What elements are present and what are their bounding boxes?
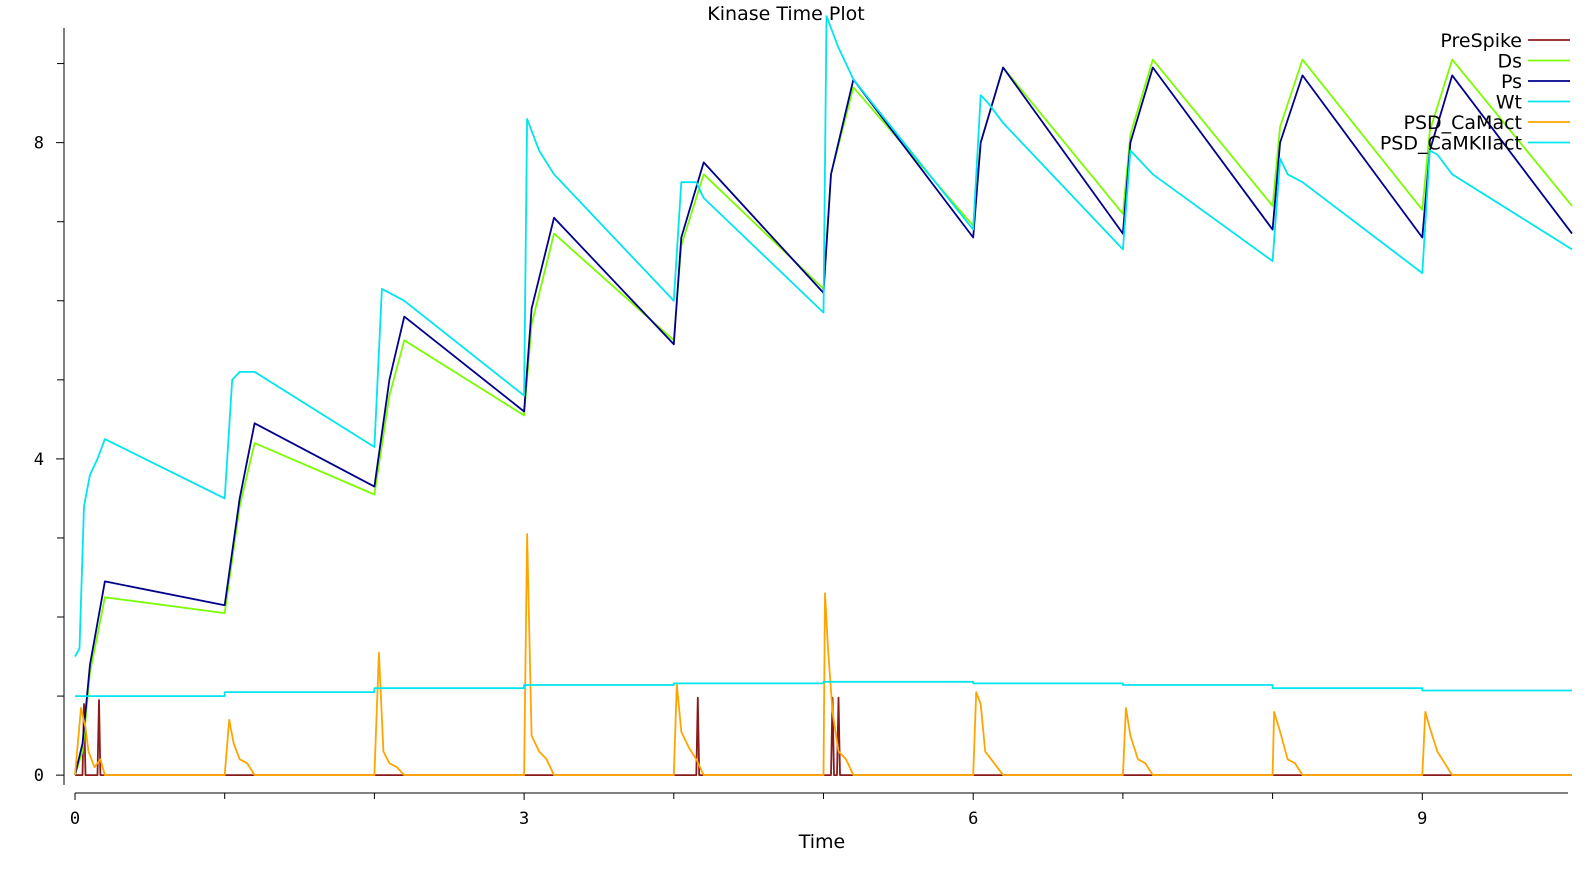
x-tick-label: 6 xyxy=(968,809,978,829)
series-line-psd-camact xyxy=(74,533,1572,776)
legend-label-ps: Ps xyxy=(1501,71,1522,93)
x-ticks: 0 3 6 9 xyxy=(70,793,1427,829)
legend-label-wt: Wt xyxy=(1496,92,1522,114)
legend-label-psd-camkiiact: PSD_CaMKIIact xyxy=(1380,133,1522,155)
series-line-ps xyxy=(74,66,1573,776)
legend-label-psd-camact: PSD_CaMact xyxy=(1404,112,1523,134)
x-tick-label: 9 xyxy=(1417,809,1427,829)
chart-title: Kinase Time Plot xyxy=(707,3,864,25)
y-ticks: 0 4 8 xyxy=(34,63,64,786)
series-line-wt xyxy=(74,15,1573,657)
series-line-ds xyxy=(74,58,1573,776)
y-tick-label: 4 xyxy=(34,450,44,470)
series-line-psd-camkiiact xyxy=(75,680,1572,697)
x-axis-label: Time xyxy=(798,831,846,853)
series-layer xyxy=(74,15,1573,776)
x-tick-label: 0 xyxy=(70,809,80,829)
legend-label-ds: Ds xyxy=(1497,51,1522,73)
x-tick-label: 3 xyxy=(519,809,529,829)
y-tick-label: 8 xyxy=(34,134,44,154)
y-tick-label: 0 xyxy=(34,766,44,786)
legend-label-prespike: PreSpike xyxy=(1440,30,1522,52)
